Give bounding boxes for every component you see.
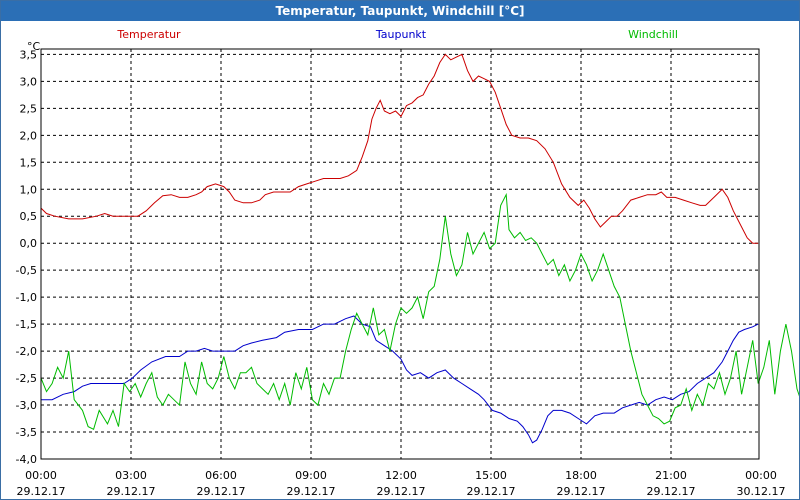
- x-tick-time: 21:00: [655, 469, 687, 482]
- x-tick-date: 29.12.17: [647, 485, 696, 498]
- y-tick-label: 1,0: [20, 183, 38, 196]
- label-layer: 3,5 3,0 2,5 2,0 1,5 1,0 0,5 0,0 -0,5 -1,0 -1,5 -2,0…: [16, 28, 786, 498]
- y-tick-label: 2,0: [20, 129, 38, 142]
- y-tick-label: -3,0: [16, 399, 37, 412]
- y-tick-label: -3,5: [16, 426, 37, 439]
- y-tick-label: 0,5: [20, 210, 38, 223]
- x-tick-time: 15:00: [475, 469, 507, 482]
- y-tick-label: 0,0: [20, 237, 38, 250]
- x-tick-time: 06:00: [205, 469, 237, 482]
- y-tick-label: -1,0: [16, 291, 37, 304]
- x-tick-time: 12:00: [385, 469, 417, 482]
- legend-temperatur: Temperatur: [116, 28, 181, 41]
- x-tick-date: 29.12.17: [287, 485, 336, 498]
- legend-windchill: Windchill: [628, 28, 678, 41]
- window-title: Temperatur, Taupunkt, Windchill [°C]: [1, 1, 799, 21]
- y-tick-label: -1,5: [16, 318, 37, 331]
- y-tick-label: 3,5: [20, 48, 38, 61]
- legend-taupunkt: Taupunkt: [375, 28, 427, 41]
- x-tick-time: 18:00: [565, 469, 597, 482]
- axis-layer: [40, 48, 760, 460]
- plot-frame: [40, 48, 760, 460]
- y-tick-label: 3,0: [20, 75, 38, 88]
- y-tick-label: -2,0: [16, 345, 37, 358]
- series-line-taupunkt: [41, 315, 759, 444]
- x-tick-time: 03:00: [115, 469, 147, 482]
- y-axis-unit: °C: [27, 40, 41, 53]
- x-tick-time: 00:00: [25, 469, 57, 482]
- x-tick-date: 30.12.17: [737, 485, 786, 498]
- x-tick-date: 29.12.17: [467, 485, 516, 498]
- x-tick-time: 09:00: [295, 469, 327, 482]
- x-tick-date: 29.12.17: [557, 485, 606, 498]
- x-tick-date: 29.12.17: [17, 485, 66, 498]
- y-tick-label: 1,5: [20, 156, 38, 169]
- x-tick-time: 00:00: [745, 469, 777, 482]
- x-tick-date: 29.12.17: [107, 485, 156, 498]
- series-line-temperatur: [40, 53, 759, 244]
- y-tick-label: 2,5: [20, 102, 38, 115]
- y-tick-label: -0,5: [16, 264, 37, 277]
- x-tick-date: 29.12.17: [197, 485, 246, 498]
- x-tick-date: 29.12.17: [377, 485, 426, 498]
- series-line-windchill: [40, 192, 799, 431]
- series-layer: [40, 53, 799, 444]
- grid-layer: [41, 49, 759, 460]
- y-tick-label: -4,0: [16, 453, 37, 466]
- y-tick-label: -2,5: [16, 372, 37, 385]
